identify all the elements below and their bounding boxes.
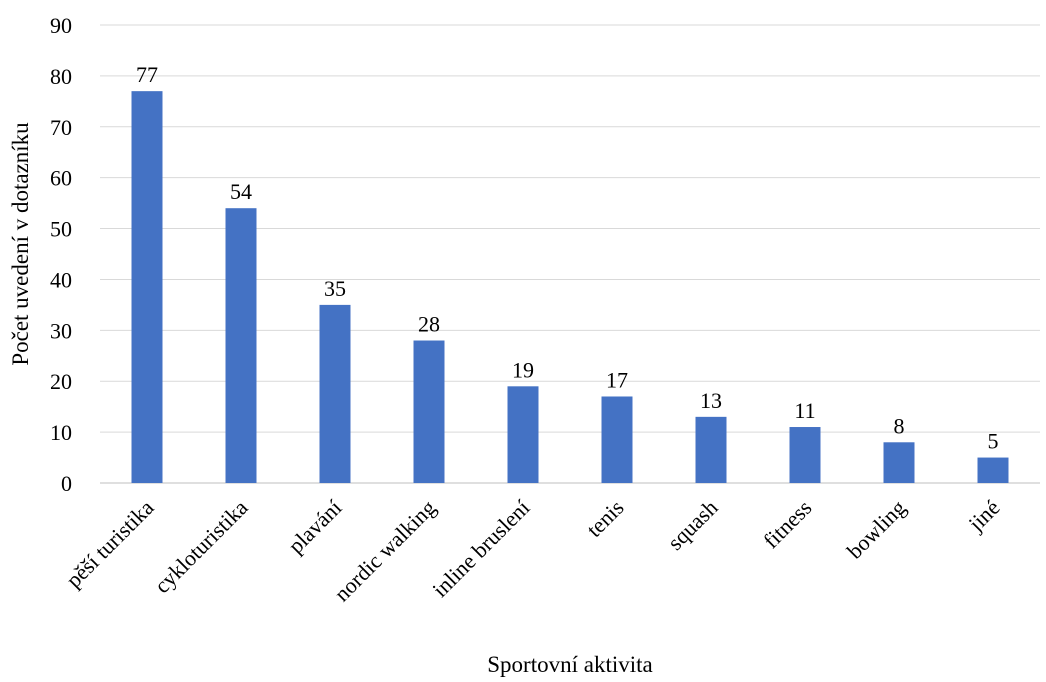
bar bbox=[789, 427, 821, 483]
y-tick-label: 40 bbox=[50, 267, 72, 292]
y-tick-label: 70 bbox=[50, 115, 72, 140]
x-tick-label: squash bbox=[663, 495, 723, 555]
data-label: 17 bbox=[606, 367, 628, 392]
y-tick-label: 90 bbox=[50, 13, 72, 38]
y-tick-label: 50 bbox=[50, 217, 72, 242]
y-tick-labels: 0 10 20 30 40 50 60 70 80 90 bbox=[50, 13, 72, 496]
x-tick-label: pěší turistika bbox=[61, 495, 159, 593]
x-tick-label: jiné bbox=[963, 495, 1005, 537]
x-tick-label: tenis bbox=[581, 495, 628, 542]
y-tick-label: 60 bbox=[50, 166, 72, 191]
bar bbox=[883, 442, 915, 483]
x-tick-label: bowling bbox=[842, 495, 911, 564]
data-labels: 77 54 35 28 19 17 13 11 8 5 bbox=[136, 62, 999, 453]
bar bbox=[413, 340, 445, 483]
bar bbox=[977, 457, 1009, 483]
y-tick-label: 20 bbox=[50, 369, 72, 394]
data-label: 77 bbox=[136, 62, 158, 87]
bar bbox=[225, 208, 257, 483]
bar bbox=[507, 386, 539, 483]
y-axis-title: Počet uvedení v dotazníku bbox=[8, 122, 33, 366]
y-tick-label: 10 bbox=[50, 420, 72, 445]
y-tick-label: 0 bbox=[61, 471, 72, 496]
x-tick-label: plavání bbox=[283, 495, 346, 558]
y-tick-label: 80 bbox=[50, 64, 72, 89]
data-label: 19 bbox=[512, 357, 534, 382]
x-tick-label: cykloturistika bbox=[149, 495, 252, 598]
bars bbox=[131, 91, 1009, 484]
data-label: 35 bbox=[324, 276, 346, 301]
y-tick-label: 30 bbox=[50, 318, 72, 343]
data-label: 8 bbox=[894, 413, 905, 438]
x-tick-label: nordic walking bbox=[329, 495, 440, 606]
x-axis-title: Sportovní aktivita bbox=[487, 652, 652, 677]
bar bbox=[601, 396, 633, 483]
data-label: 54 bbox=[230, 179, 252, 204]
bar bbox=[695, 416, 727, 483]
data-label: 13 bbox=[700, 388, 722, 413]
data-label: 28 bbox=[418, 312, 440, 337]
data-label: 11 bbox=[794, 398, 815, 423]
data-label: 5 bbox=[988, 429, 999, 454]
gridlines bbox=[100, 24, 1040, 484]
x-tick-label: fitness bbox=[758, 495, 816, 553]
bar bbox=[131, 91, 163, 484]
x-tick-label: inline bruslení bbox=[427, 495, 534, 602]
bar bbox=[319, 304, 351, 483]
